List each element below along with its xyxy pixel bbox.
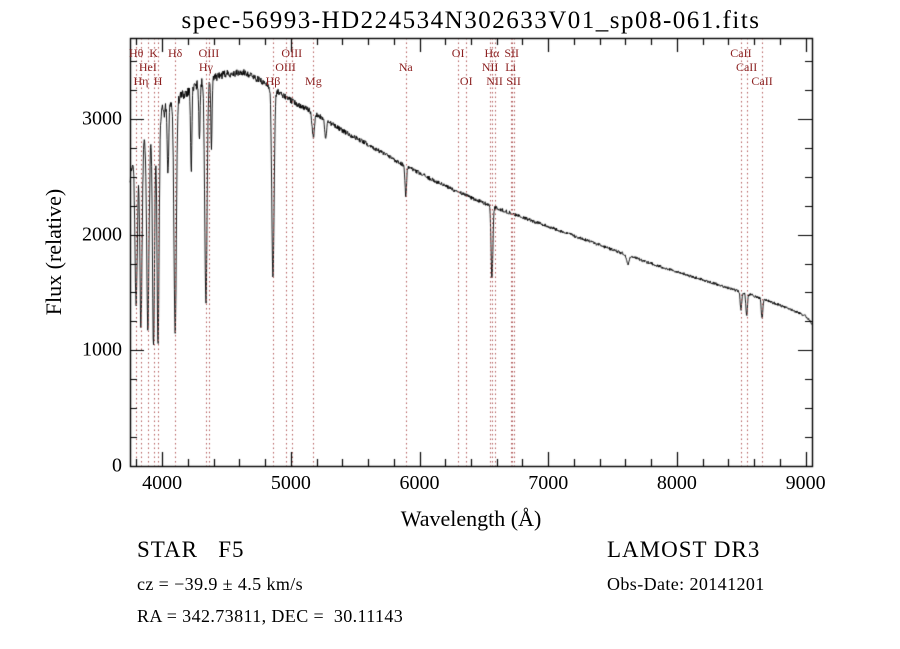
x-tick-label: 7000 — [528, 472, 569, 494]
spectral-line-label: HeI — [138, 60, 157, 74]
classification-text: STAR F5 — [137, 537, 245, 562]
x-tick-label: 5000 — [270, 472, 311, 494]
spectral-line-label: OIII — [281, 46, 303, 60]
spectral-line-label: Hβ — [265, 74, 281, 88]
spectral-line-label: K — [149, 46, 158, 60]
y-axis-label: Flux (relative) — [41, 188, 66, 316]
x-axis-label: Wavelength (Å) — [400, 506, 542, 531]
spectral-line-label: CaII — [730, 46, 752, 60]
spectral-line-label: OIII — [198, 46, 220, 60]
spectral-line-label: Mg — [305, 74, 322, 88]
spectral-line-label: OI — [451, 46, 465, 60]
spectral-line-label: Li — [505, 60, 516, 74]
spectral-line-label: OI — [459, 74, 473, 88]
spectral-line-label: OIII — [275, 60, 296, 74]
coordinates-text: RA = 342.73811, DEC = 30.11143 — [137, 606, 404, 626]
spectral-line-label: Hη — [133, 74, 149, 88]
spectral-line-label: Na — [398, 60, 413, 74]
y-tick-label: 1000 — [82, 338, 122, 361]
spectral-line-label: CaII — [751, 74, 773, 88]
spectral-line-label: SII — [506, 74, 521, 88]
velocity-text: cz = −39.9 ± 4.5 km/s — [137, 574, 304, 594]
x-tick-label: 6000 — [399, 472, 440, 494]
y-tick-label: 3000 — [82, 107, 122, 130]
spectral-line-label: Hγ — [198, 60, 213, 74]
survey-text: LAMOST DR3 — [607, 537, 761, 562]
x-tick-label: 8000 — [656, 472, 697, 494]
spectral-line-label: Hα — [484, 46, 500, 60]
spectral-line-label: NII — [481, 60, 499, 74]
spectral-line-label: SII — [504, 46, 519, 60]
spectral-line-label: Hθ — [128, 46, 144, 60]
y-tick-label: 2000 — [82, 223, 122, 246]
spectral-line-label: Hδ — [167, 46, 183, 60]
x-tick-label: 9000 — [785, 472, 826, 494]
plot-title: spec-56993-HD224534N302633V01_sp08-061.f… — [181, 7, 761, 34]
obs-date-text: Obs-Date: 20141201 — [607, 574, 765, 594]
spectral-line-label: NII — [486, 74, 503, 88]
x-tick-label: 4000 — [142, 472, 183, 494]
y-tick-label: 0 — [112, 454, 122, 477]
spectral-line-label: H — [153, 74, 163, 88]
spectral-line-label: CaII — [735, 60, 758, 74]
